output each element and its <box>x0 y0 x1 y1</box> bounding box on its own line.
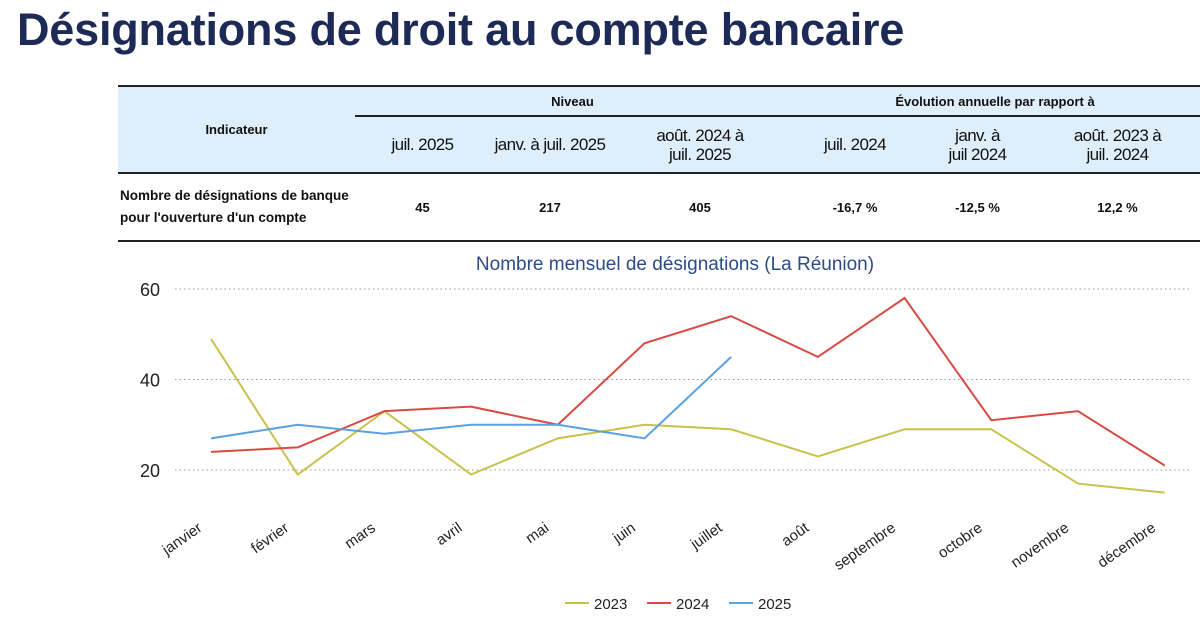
page-title: Désignations de droit au compte bancaire <box>17 4 905 55</box>
row-label: Nombre de désignations de banque pour l'… <box>118 173 355 242</box>
column-header: janv. à juil. 2025 <box>490 116 610 174</box>
column-header: juil. 2025 <box>355 116 490 174</box>
table-cell: -12,5 % <box>920 173 1035 242</box>
x-tick-label: février <box>248 519 292 557</box>
column-header: août. 2023 à juil. 2024 <box>1035 116 1200 174</box>
x-tick-label: mars <box>342 519 379 552</box>
x-tick-label: avril <box>433 519 465 549</box>
x-tick-label: août <box>779 519 813 550</box>
group-header-evolution: Évolution annuelle par rapport à <box>790 85 1200 117</box>
y-tick-label: 40 <box>140 371 160 391</box>
y-tick-label: 20 <box>140 461 160 481</box>
table-cell: -16,7 % <box>790 173 920 242</box>
x-tick-label: mai <box>523 519 553 547</box>
table-cell: 217 <box>490 173 610 242</box>
x-tick-label: novembre <box>1008 519 1072 571</box>
chart-title: Nombre mensuel de désignations (La Réuni… <box>476 254 874 275</box>
x-tick-label: juillet <box>687 519 726 554</box>
series-line-2023 <box>210 338 1165 494</box>
table-cell: 12,2 % <box>1035 173 1200 242</box>
column-header: juil. 2024 <box>790 116 920 174</box>
x-tick-label: septembre <box>831 519 899 574</box>
table-cell: 45 <box>355 173 490 242</box>
column-header: août. 2024 à juil. 2025 <box>610 116 790 174</box>
x-tick-label: janvier <box>159 519 206 559</box>
y-tick-label: 60 <box>140 280 160 300</box>
x-tick-label: décembre <box>1095 519 1159 571</box>
indicator-header: Indicateur <box>118 85 355 174</box>
group-header-niveau: Niveau <box>355 85 790 117</box>
series-line-2024 <box>210 296 1166 467</box>
table-cell: 405 <box>610 173 790 242</box>
legend-label: 2024 <box>676 596 709 613</box>
legend-label: 2023 <box>594 596 627 613</box>
legend-label: 2025 <box>758 596 791 613</box>
x-tick-label: juin <box>609 519 639 547</box>
summary-table: Indicateur Niveau Évolution annuelle par… <box>118 85 1200 242</box>
column-header: janv. à juil 2024 <box>920 116 1035 174</box>
x-tick-label: octobre <box>935 519 986 562</box>
